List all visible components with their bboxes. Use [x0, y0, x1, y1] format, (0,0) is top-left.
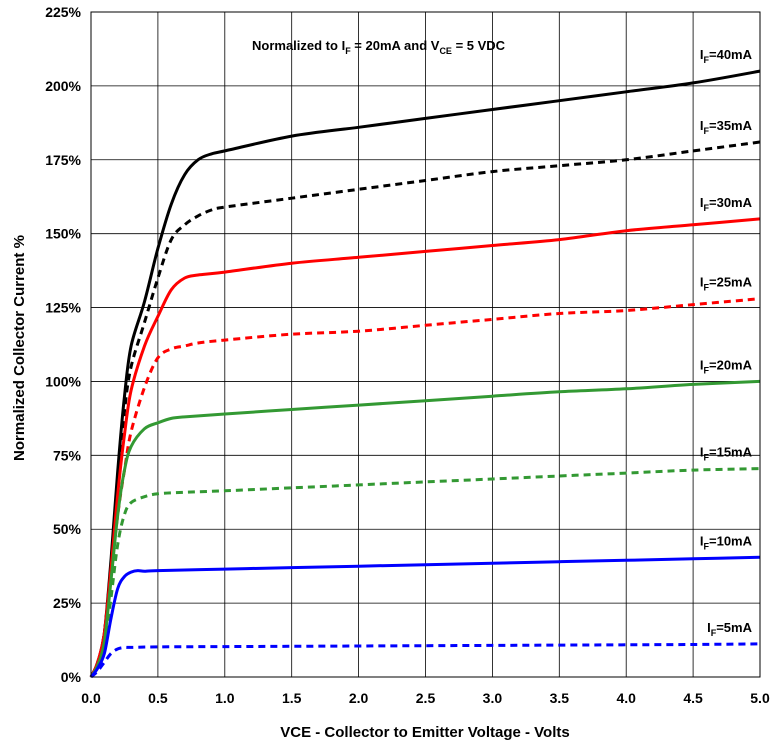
series-line-if-5ma [89, 642, 761, 679]
series-label-if-10ma: IF=10mA [700, 533, 753, 551]
plot-frame [90, 11, 761, 678]
x-tick-label: 0.0 [81, 690, 101, 706]
series-labels: IF=40mA IF=35mA IF=30mA IF=25mA IF=20mA IF=15… [700, 47, 753, 638]
x-tick-label: 5.0 [750, 690, 770, 706]
y-tick-labels: 0% 25% 50% 75% 100% 125% 150% 175% 200% 225% [45, 4, 81, 685]
series-line-if-20ma [89, 379, 761, 678]
series-label-if-25ma: IF=25mA [700, 275, 753, 293]
x-tick-label: 3.0 [483, 690, 503, 706]
series-line-if-15ma [89, 467, 761, 678]
y-tick-label: 50% [53, 521, 82, 537]
series-line-if-10ma [89, 555, 761, 678]
y-tick-label: 100% [45, 373, 81, 389]
y-tick-label: 25% [53, 595, 82, 611]
x-tick-label: 2.5 [416, 690, 436, 706]
x-tick-label: 4.5 [683, 690, 703, 706]
annotation-text: Normalized to IF = 20mA and VCE = 5 VDC [252, 38, 506, 56]
series-lines [89, 69, 761, 679]
x-tick-label: 0.5 [148, 690, 168, 706]
x-tick-label: 1.5 [282, 690, 302, 706]
y-tick-label: 75% [53, 447, 82, 463]
y-tick-label: 0% [61, 669, 82, 685]
y-tick-label: 125% [45, 300, 81, 316]
y-tick-label: 150% [45, 226, 81, 242]
series-label-if-40ma: IF=40mA [700, 47, 753, 65]
x-tick-label: 4.0 [616, 690, 636, 706]
x-tick-label: 3.5 [550, 690, 570, 706]
series-line-if-25ma [89, 297, 761, 678]
series-label-if-15ma: IF=15mA [700, 445, 753, 463]
x-tick-label: 2.0 [349, 690, 369, 706]
series-label-if-35ma: IF=35mA [700, 118, 753, 136]
series-label-if-5ma: IF=5mA [707, 620, 753, 638]
y-axis-label: Normalized Collector Current % [11, 235, 28, 461]
series-label-if-30ma: IF=30mA [700, 195, 753, 213]
y-tick-label: 225% [45, 4, 81, 20]
y-tick-label: 200% [45, 78, 81, 94]
x-axis-label: VCE - Collector to Emitter Voltage - Vol… [280, 724, 569, 741]
y-tick-label: 175% [45, 152, 81, 168]
series-label-if-20ma: IF=20mA [700, 357, 753, 375]
x-tick-labels: 0.0 0.5 1.0 1.5 2.0 2.5 3.0 3.5 4.0 4.5 5.0 [81, 690, 770, 706]
x-tick-label: 1.0 [215, 690, 235, 706]
